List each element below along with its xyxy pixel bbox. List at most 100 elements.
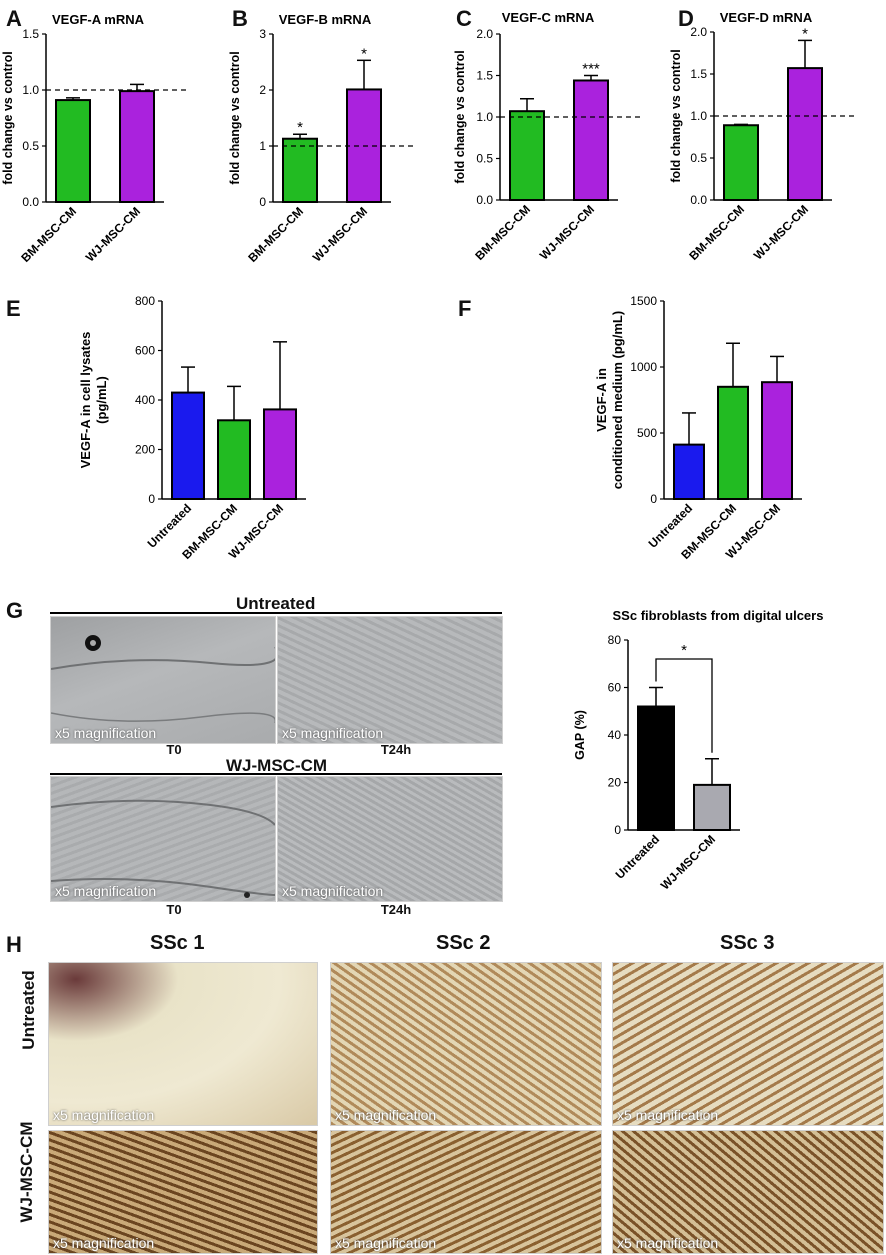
chart-d-ytick-label: 1.0 [690, 109, 707, 123]
chart-c-bar [573, 79, 609, 201]
chart-c-xtick-label: WJ-MSC-CM [537, 202, 597, 262]
chart-c-xtick-label: BM-MSC-CM [472, 202, 533, 263]
h-column-ssc3: SSc 3 [720, 932, 775, 954]
chart-vegf-a-mrna: VEGF-A mRNA 0.0 0.5 1.0 1.5 fold change vs co… [1, 12, 186, 265]
g-untreated-t24-magnification: x5 magnification [282, 725, 384, 741]
panel-label-d: D [678, 6, 694, 31]
panel-label-h: H [6, 932, 22, 957]
chart-e-xtick-label: Untreated [145, 501, 195, 551]
chart-d-ytick-label: 0.5 [690, 151, 707, 165]
chart-b-ylabel: fold change vs control [228, 51, 242, 184]
h-ssc3-untreated-photo: x5 magnification [612, 962, 884, 1126]
chart-g-ytick-label: 0 [614, 823, 621, 837]
chart-f-ylabel-2: conditioned medium (pg/mL) [610, 311, 625, 489]
chart-f-ylabel: VEGF-A in [594, 368, 609, 432]
chart-c-ytick-label: 1.0 [476, 110, 493, 124]
chart-b-xtick-label: WJ-MSC-CM [310, 204, 370, 264]
chart-e-ytick-label: 600 [135, 344, 155, 358]
chart-b-ytick-label: 1 [259, 139, 266, 153]
chart-a-bar [119, 90, 155, 203]
chart-f-ytick-label: 1000 [630, 360, 657, 374]
panel-label-c: C [456, 6, 472, 31]
chart-g-ytick-label: 60 [608, 681, 622, 695]
h-ssc2-treated-magnification: x5 magnification [335, 1235, 437, 1251]
panel-label-g: G [6, 598, 24, 623]
panel-label-e: E [6, 296, 21, 321]
chart-d-title: VEGF-D mRNA [720, 10, 813, 25]
g-treated-t24-caption: T24h [380, 902, 412, 917]
chart-b-significance: * [297, 119, 303, 136]
chart-a-ytick-label: 1.0 [22, 83, 39, 97]
chart-c-significance: *** [582, 61, 600, 78]
chart-b-xtick-label: BM-MSC-CM [245, 204, 306, 265]
h-ssc2-treated-photo: x5 magnification [330, 1130, 602, 1254]
chart-c-ytick-label: 0.0 [476, 193, 493, 207]
chart-vegf-d-mrna: VEGF-D mRNA 0.0 0.5 1.0 1.5 2.0 fold change vs… [669, 10, 854, 263]
chart-d-ytick-label: 1.5 [690, 67, 707, 81]
chart-d-ylabel: fold change vs control [669, 49, 683, 182]
chart-f-ytick-label: 1500 [630, 294, 657, 308]
chart-b-ytick-label: 3 [259, 27, 266, 41]
chart-a-title: VEGF-A mRNA [52, 12, 145, 27]
chart-d-ytick-label: 0.0 [690, 193, 707, 207]
chart-d-xtick-label: WJ-MSC-CM [751, 202, 811, 262]
chart-a-bar [55, 99, 91, 203]
chart-e-ytick-label: 0 [148, 492, 155, 506]
chart-c-ylabel: fold change vs control [453, 50, 467, 183]
g-untreated-t0-magnification: x5 magnification [55, 725, 157, 741]
chart-g-bracket-significance: * [681, 642, 687, 659]
chart-c-bar [509, 110, 545, 201]
chart-f-ytick-label: 500 [637, 426, 657, 440]
h-ssc2-untreated-photo: x5 magnification [330, 962, 602, 1126]
chart-vegf-c-mrna: VEGF-C mRNA 0.0 0.5 1.0 1.5 2.0 fold change vs… [453, 10, 640, 263]
g-untreated-header: Untreated [236, 594, 316, 613]
chart-vegf-a-cell-lysates: 0 200 400 600 800 VEGF-A in cell lysates (pg/m… [78, 294, 306, 562]
g-treated-t0-caption: T0 [166, 902, 182, 917]
h-ssc2-untreated-magnification: x5 magnification [335, 1107, 437, 1123]
chart-a-ytick-label: 0.5 [22, 139, 39, 153]
chart-d-bar [723, 124, 759, 201]
h-ssc1-untreated-photo: x5 magnification [48, 962, 318, 1126]
g-untreated-t24-caption: T24h [380, 742, 412, 757]
h-ssc1-treated-photo: x5 magnification [48, 1130, 318, 1254]
chart-e-ytick-label: 400 [135, 393, 155, 407]
chart-g-ylabel: GAP (%) [573, 710, 587, 760]
panel-label-f: F [458, 296, 472, 321]
chart-g-ytick-label: 80 [608, 633, 622, 647]
chart-c-ytick-label: 1.5 [476, 69, 493, 83]
chart-g-ytick-label: 40 [608, 728, 622, 742]
chart-e-bar [263, 408, 297, 500]
chart-gap-percent: SSc fibroblasts from digital ulcers 0 20 40… [573, 608, 823, 893]
chart-c-ytick-label: 2.0 [476, 27, 493, 41]
h-row-untreated: Untreated [19, 970, 38, 1050]
chart-g-bracket [655, 658, 713, 753]
g-treated-divider [50, 773, 502, 775]
h-ssc3-treated-magnification: x5 magnification [617, 1235, 719, 1251]
h-ssc3-untreated-magnification: x5 magnification [617, 1107, 719, 1123]
chart-a-ytick-label: 0.0 [22, 195, 39, 209]
chart-c-title: VEGF-C mRNA [502, 10, 595, 25]
chart-g-xtick-label: Untreated [613, 832, 663, 882]
h-column-ssc1: SSc 1 [150, 932, 205, 954]
panel-label-a: A [6, 6, 22, 31]
h-ssc1-treated-magnification: x5 magnification [53, 1235, 155, 1251]
g-untreated-t24-photo: x5 magnification [277, 616, 503, 744]
chart-g-xtick-label: WJ-MSC-CM [658, 832, 718, 892]
chart-b-significance: * [361, 45, 367, 62]
g-treated-t0-magnification: x5 magnification [55, 883, 157, 899]
g-untreated-t0-photo: x5 magnification [50, 616, 276, 744]
h-column-ssc2: SSc 2 [436, 932, 491, 954]
h-ssc3-treated-photo: x5 magnification [612, 1130, 884, 1254]
chart-b-bar [282, 137, 318, 203]
chart-e-bar [171, 391, 205, 500]
chart-f-ytick-label: 0 [650, 492, 657, 506]
chart-e-ytick-label: 200 [135, 443, 155, 457]
panel-label-b: B [232, 6, 248, 31]
chart-e-ylabel: VEGF-A in cell lysates [78, 332, 93, 469]
h-row-treated: WJ-MSC-CM [17, 1121, 36, 1223]
g-treated-t0-photo: x5 magnification [50, 776, 276, 902]
g-untreated-t0-caption: T0 [166, 742, 182, 757]
chart-g-bar [693, 783, 731, 831]
g-treated-t24-photo: x5 magnification [277, 776, 503, 902]
chart-d-significance: * [802, 25, 808, 42]
